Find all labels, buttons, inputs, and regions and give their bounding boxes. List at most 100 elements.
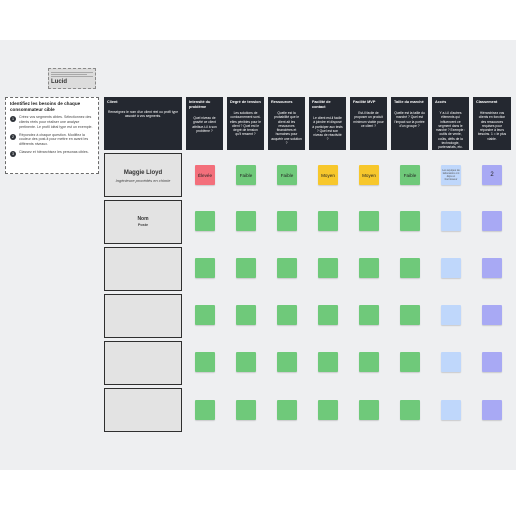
sticky-note[interactable] [441, 400, 461, 420]
column-header-description: Les solutions de contournement sont-elle… [230, 111, 261, 137]
persona-card[interactable]: Nom Poste [104, 200, 182, 244]
persona-role: Ingénieure procédés en chimie [115, 178, 171, 183]
sticky-note[interactable] [400, 211, 420, 231]
sticky-note[interactable] [482, 258, 502, 278]
sticky-note[interactable] [359, 352, 379, 372]
sticky-note[interactable]: Faible [277, 165, 297, 185]
sticky-note[interactable] [441, 258, 461, 278]
sticky-note[interactable] [277, 305, 297, 325]
sticky-note[interactable] [482, 211, 502, 231]
persona-card[interactable] [104, 388, 182, 432]
column-header-access[interactable]: Accès Y a-t-il d'autres éléments qui inf… [432, 97, 469, 150]
persona-card[interactable] [104, 247, 182, 291]
column-header-label: Accès [435, 100, 447, 104]
column-header-description: Y a-t-il d'autres éléments qui influence… [435, 111, 466, 150]
column-header-label: Ressources [271, 100, 293, 104]
sticky-note[interactable] [318, 305, 338, 325]
instructions-title: Identifiez les besoins de chaque consomm… [10, 101, 81, 112]
column-header-description: Le client est-il facile à joindre et dis… [312, 116, 343, 142]
sticky-note-text: Moyen [362, 172, 376, 178]
sticky-note[interactable] [318, 400, 338, 420]
sticky-note[interactable] [400, 305, 420, 325]
column-header-contact[interactable]: Facilité de contact Le client est-il fac… [309, 97, 346, 150]
sticky-note[interactable] [277, 400, 297, 420]
sticky-note[interactable] [359, 400, 379, 420]
sticky-note[interactable] [318, 352, 338, 372]
sticky-note[interactable] [277, 211, 297, 231]
step-text: Répondez à chaque question. Modifiez la … [19, 132, 89, 147]
column-header-description: Quelle est la probabilité que le client … [271, 111, 302, 146]
column-header-mvp[interactable]: Facilité MVP Est-il facile de proposer u… [350, 97, 387, 150]
persona-card[interactable] [104, 294, 182, 338]
sticky-note[interactable] [195, 211, 215, 231]
column-header-client[interactable]: Client Renseignez le nom d'un client rée… [104, 97, 182, 150]
sticky-note[interactable] [318, 211, 338, 231]
column-header-label: Intensité du problème [189, 100, 211, 109]
sticky-note[interactable] [277, 352, 297, 372]
sticky-note[interactable] [195, 352, 215, 372]
column-header-tension[interactable]: Degré de tension Les solutions de contou… [227, 97, 264, 150]
sticky-note[interactable] [236, 211, 256, 231]
column-header-label: Classement [476, 100, 498, 104]
instruction-step: 1 Créez vos segments cibles. Sélectionne… [10, 115, 94, 129]
column-header-label: Taille du marché [394, 100, 424, 104]
instruction-step: 2 Répondez à chaque question. Modifiez l… [10, 133, 94, 147]
sticky-note-text: Moyen [321, 172, 335, 178]
column-header-market-size[interactable]: Taille du marché Quelle est la taille du… [391, 97, 428, 150]
sticky-note[interactable] [441, 211, 461, 231]
persona-card[interactable]: Maggie Lloyd Ingénieure procédés en chim… [104, 153, 182, 197]
sticky-note[interactable] [318, 258, 338, 278]
sticky-note-text: Faible [239, 172, 253, 178]
sticky-note[interactable] [236, 305, 256, 325]
column-header-ranking[interactable]: Classement Hiérarchisez vos clients en f… [473, 97, 511, 150]
sticky-note[interactable] [236, 352, 256, 372]
column-header-description: Quelle est la taille du marché ? Quel es… [394, 111, 425, 128]
sticky-note[interactable]: Faible [236, 165, 256, 185]
sticky-note[interactable]: 2 [482, 165, 502, 185]
column-header-label: Client [107, 100, 118, 104]
column-header-label: Facilité de contact [312, 100, 331, 109]
sticky-note[interactable]: Élevée [195, 165, 215, 185]
sticky-note-text: Faible [280, 172, 294, 178]
sticky-note[interactable] [195, 305, 215, 325]
sticky-note[interactable]: Les équipes de laboratoire ont déjà un f… [441, 165, 461, 185]
logo-placeholder-line [51, 74, 87, 75]
logo-placeholder-line [51, 72, 93, 73]
sticky-note[interactable] [195, 258, 215, 278]
sticky-note[interactable] [277, 258, 297, 278]
column-header-resources[interactable]: Ressources Quelle est la probabilité que… [268, 97, 305, 150]
column-header-intensity[interactable]: Intensité du problème Quel niveau de gra… [186, 97, 223, 150]
sticky-note[interactable] [482, 305, 502, 325]
step-text: Créez vos segments cibles. Sélectionnez … [19, 115, 93, 129]
persona-name: Maggie Lloyd [123, 170, 163, 176]
sticky-note[interactable] [359, 211, 379, 231]
column-header-description: Est-il facile de proposer un produit min… [353, 111, 384, 128]
instructions-card[interactable]: Identifiez les besoins de chaque consomm… [5, 97, 99, 174]
sticky-note[interactable] [441, 305, 461, 325]
column-header-description: Hiérarchisez vos clients en fonction des… [477, 111, 507, 141]
sticky-note[interactable] [482, 352, 502, 372]
sticky-note[interactable]: Faible [400, 165, 420, 185]
sticky-note[interactable] [236, 400, 256, 420]
sticky-note[interactable] [400, 258, 420, 278]
sticky-note[interactable] [400, 352, 420, 372]
sticky-note[interactable] [195, 400, 215, 420]
logo-card: Lucid [48, 68, 96, 89]
sticky-note[interactable] [359, 258, 379, 278]
persona-card[interactable] [104, 341, 182, 385]
step-number-badge: 1 [10, 116, 16, 123]
sticky-note[interactable]: Moyen [359, 165, 379, 185]
sticky-note[interactable]: Moyen [318, 165, 338, 185]
step-text: Classez et hiérarchisez les personas cib… [19, 149, 89, 154]
sticky-note[interactable] [482, 400, 502, 420]
persona-role: Poste [137, 223, 149, 227]
logo-placeholder-line [51, 76, 93, 77]
column-header-label: Degré de tension [230, 100, 261, 104]
sticky-note[interactable] [400, 400, 420, 420]
sticky-note[interactable] [441, 352, 461, 372]
sticky-note-text: 2 [490, 171, 494, 178]
instruction-step: 3 Classez et hiérarchisez les personas c… [10, 150, 94, 157]
sticky-note[interactable] [359, 305, 379, 325]
sticky-note[interactable] [236, 258, 256, 278]
lucid-logo: Lucid [51, 79, 67, 85]
